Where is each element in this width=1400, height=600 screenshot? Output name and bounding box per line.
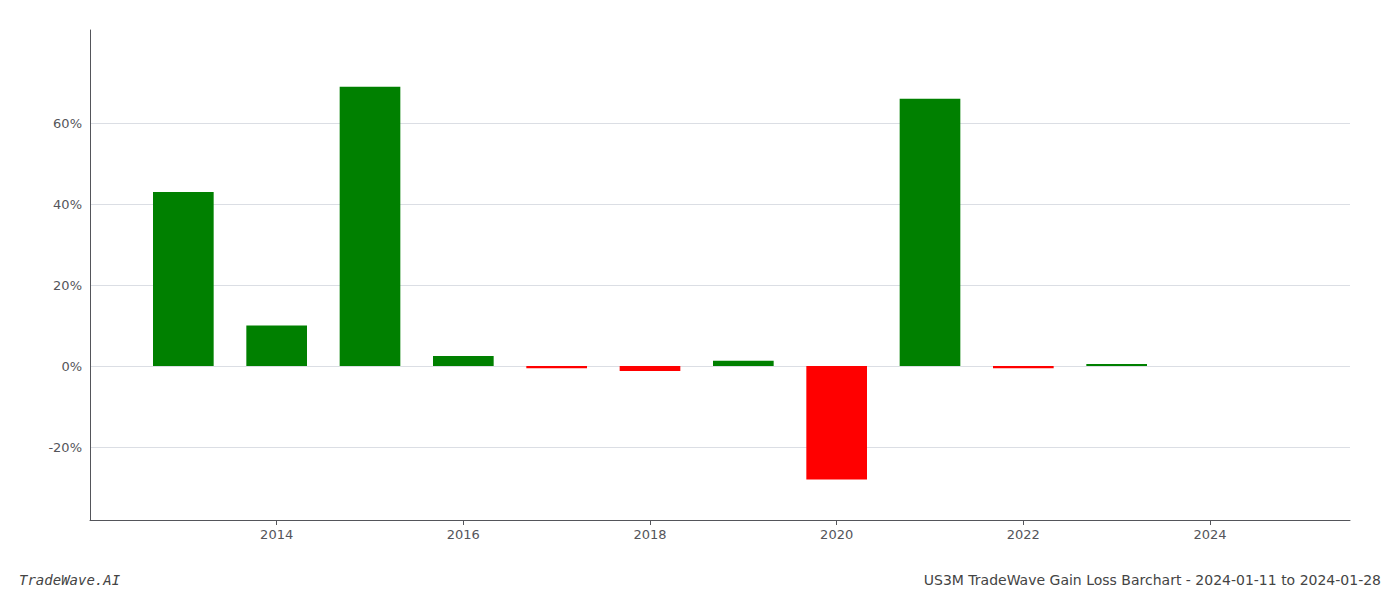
svg-text:2024: 2024 xyxy=(1193,527,1226,542)
svg-text:US3M TradeWave Gain Loss Barch: US3M TradeWave Gain Loss Barchart - 2024… xyxy=(924,572,1381,588)
svg-text:2020: 2020 xyxy=(820,527,853,542)
svg-text:2018: 2018 xyxy=(633,527,666,542)
svg-text:2016: 2016 xyxy=(447,527,480,542)
svg-text:40%: 40% xyxy=(53,197,82,212)
svg-text:20%: 20% xyxy=(53,278,82,293)
svg-text:2022: 2022 xyxy=(1007,527,1040,542)
svg-text:-20%: -20% xyxy=(48,440,82,455)
svg-text:60%: 60% xyxy=(53,116,82,131)
svg-text:2014: 2014 xyxy=(260,527,293,542)
svg-text:0%: 0% xyxy=(61,359,82,374)
svg-text:TradeWave.AI: TradeWave.AI xyxy=(19,572,121,588)
